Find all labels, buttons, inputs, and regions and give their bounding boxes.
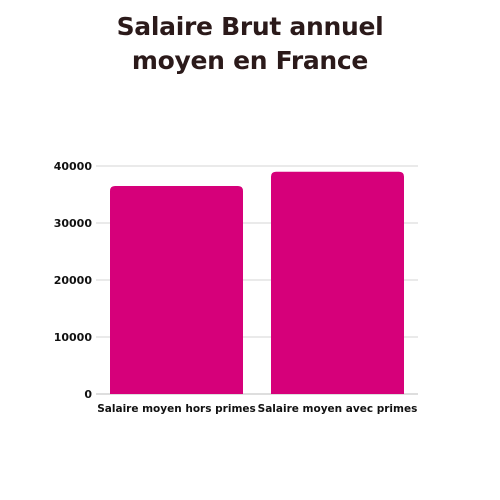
bar-1 bbox=[271, 171, 404, 394]
bar-0 bbox=[110, 185, 243, 394]
y-tick-label-2: 20000 bbox=[54, 274, 93, 287]
y-tick-label-1: 10000 bbox=[54, 331, 93, 344]
y-tick-label-3: 30000 bbox=[54, 217, 93, 230]
chart-title: Salaire Brut annuel moyen en France bbox=[116, 12, 384, 75]
y-tick-label-0: 0 bbox=[84, 388, 92, 401]
y-tick-label-4: 40000 bbox=[54, 160, 93, 173]
x-tick-label-1: Salaire moyen avec primes bbox=[258, 403, 418, 415]
x-tick-label-0: Salaire moyen hors primes bbox=[97, 403, 256, 415]
